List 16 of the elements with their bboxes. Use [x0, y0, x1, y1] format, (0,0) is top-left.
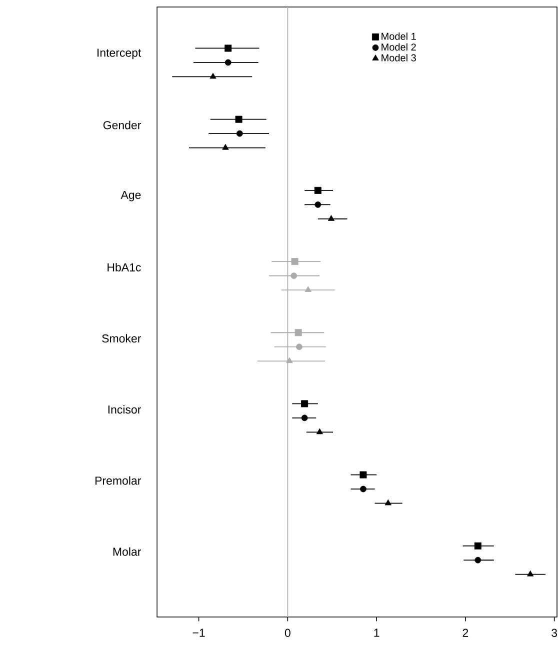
y-tick-label: Smoker: [102, 334, 142, 343]
x-tick-label: 1: [374, 628, 380, 637]
y-tick-label: HbA1c: [108, 262, 141, 272]
legend-label: Model 1: [382, 32, 416, 40]
legend-label: Model 2: [382, 43, 416, 51]
x-tick-label: 2: [462, 628, 468, 637]
y-tick-label: Gender: [103, 120, 142, 130]
y-tick-label: Intercept: [98, 48, 142, 60]
x-tick-label: 3: [552, 628, 558, 637]
x-tick-label: 0: [284, 628, 290, 637]
legend-label: Model 3: [382, 54, 416, 62]
x-tick-label: −1: [192, 628, 205, 637]
y-tick-label: Incisor: [108, 405, 142, 414]
y-tick-label: Age: [120, 190, 141, 202]
y-tick-label: Molar: [113, 547, 142, 556]
y-tick-label: Premolar: [95, 476, 141, 485]
